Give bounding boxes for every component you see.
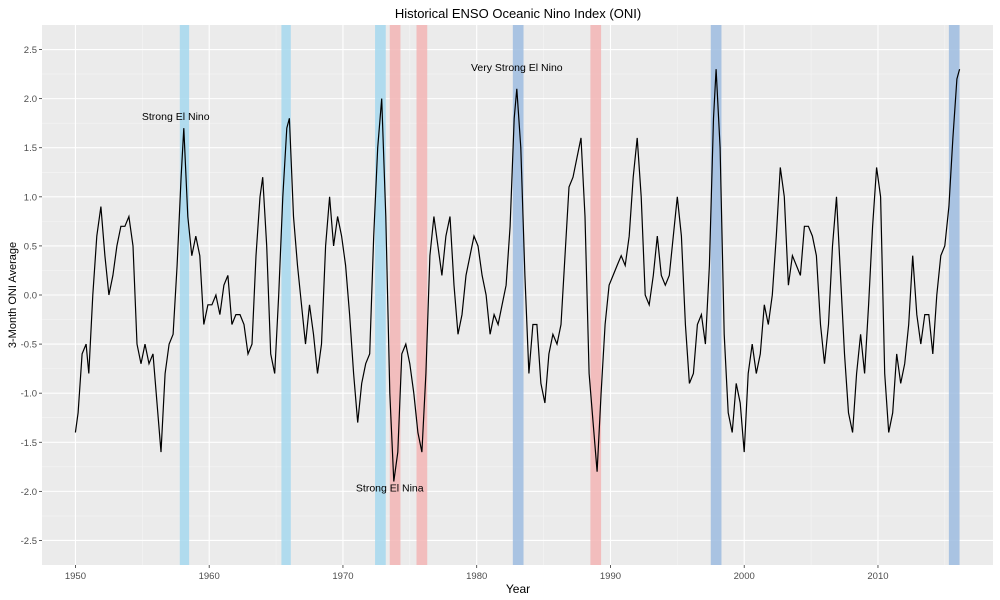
y-tick-label: 2.0 — [24, 94, 37, 105]
y-tick-label: 1.5 — [24, 143, 37, 154]
annotation-label: Very Strong El Nino — [471, 62, 563, 74]
y-tick-label: -1.0 — [21, 389, 37, 400]
y-axis-label: 3-Month ONI Average — [7, 242, 19, 348]
chart-title: Historical ENSO Oceanic Nino Index (ONI) — [395, 6, 641, 21]
y-tick-label: 0.5 — [24, 241, 37, 252]
highlight-band — [710, 25, 722, 565]
highlight-band — [375, 25, 386, 565]
y-tick-label: -2.5 — [21, 536, 37, 547]
highlight-band — [416, 25, 428, 565]
x-tick-label: 2010 — [867, 571, 888, 582]
annotations: Strong El Nino Strong El Nina Very Strong … — [142, 62, 563, 494]
y-tick-label: -2.0 — [21, 487, 37, 498]
x-tick-label: 1960 — [199, 571, 220, 582]
y-axis-ticks: 2.5 2.0 1.5 1.0 0.5 0.0 -0.5 -1.0 -1.5 -2.0 -2.5 — [21, 45, 42, 547]
x-axis-ticks: 1950 1960 1970 1980 1990 2000 2010 — [65, 565, 889, 582]
highlight-band — [389, 25, 401, 565]
annotation-label: Strong El Nina — [356, 482, 424, 494]
y-tick-label: -0.5 — [21, 340, 37, 351]
x-tick-label: 1990 — [600, 571, 621, 582]
y-tick-label: 2.5 — [24, 45, 37, 56]
x-tick-label: 1980 — [466, 571, 487, 582]
highlight-band — [281, 25, 291, 565]
oni-series-line — [74, 69, 961, 482]
highlight-bands — [179, 25, 960, 565]
highlight-band — [512, 25, 524, 565]
x-tick-label: 1950 — [65, 571, 86, 582]
y-tick-label: -1.5 — [21, 438, 37, 449]
x-axis-label: Year — [506, 582, 530, 596]
x-tick-label: 2000 — [734, 571, 755, 582]
x-tick-label: 1970 — [332, 571, 353, 582]
annotation-label: Strong El Nino — [142, 111, 210, 123]
y-tick-label: 0.0 — [24, 291, 37, 302]
highlight-band — [590, 25, 602, 565]
y-tick-label: 1.0 — [24, 192, 37, 203]
highlight-band — [179, 25, 190, 565]
highlight-band — [948, 25, 960, 565]
